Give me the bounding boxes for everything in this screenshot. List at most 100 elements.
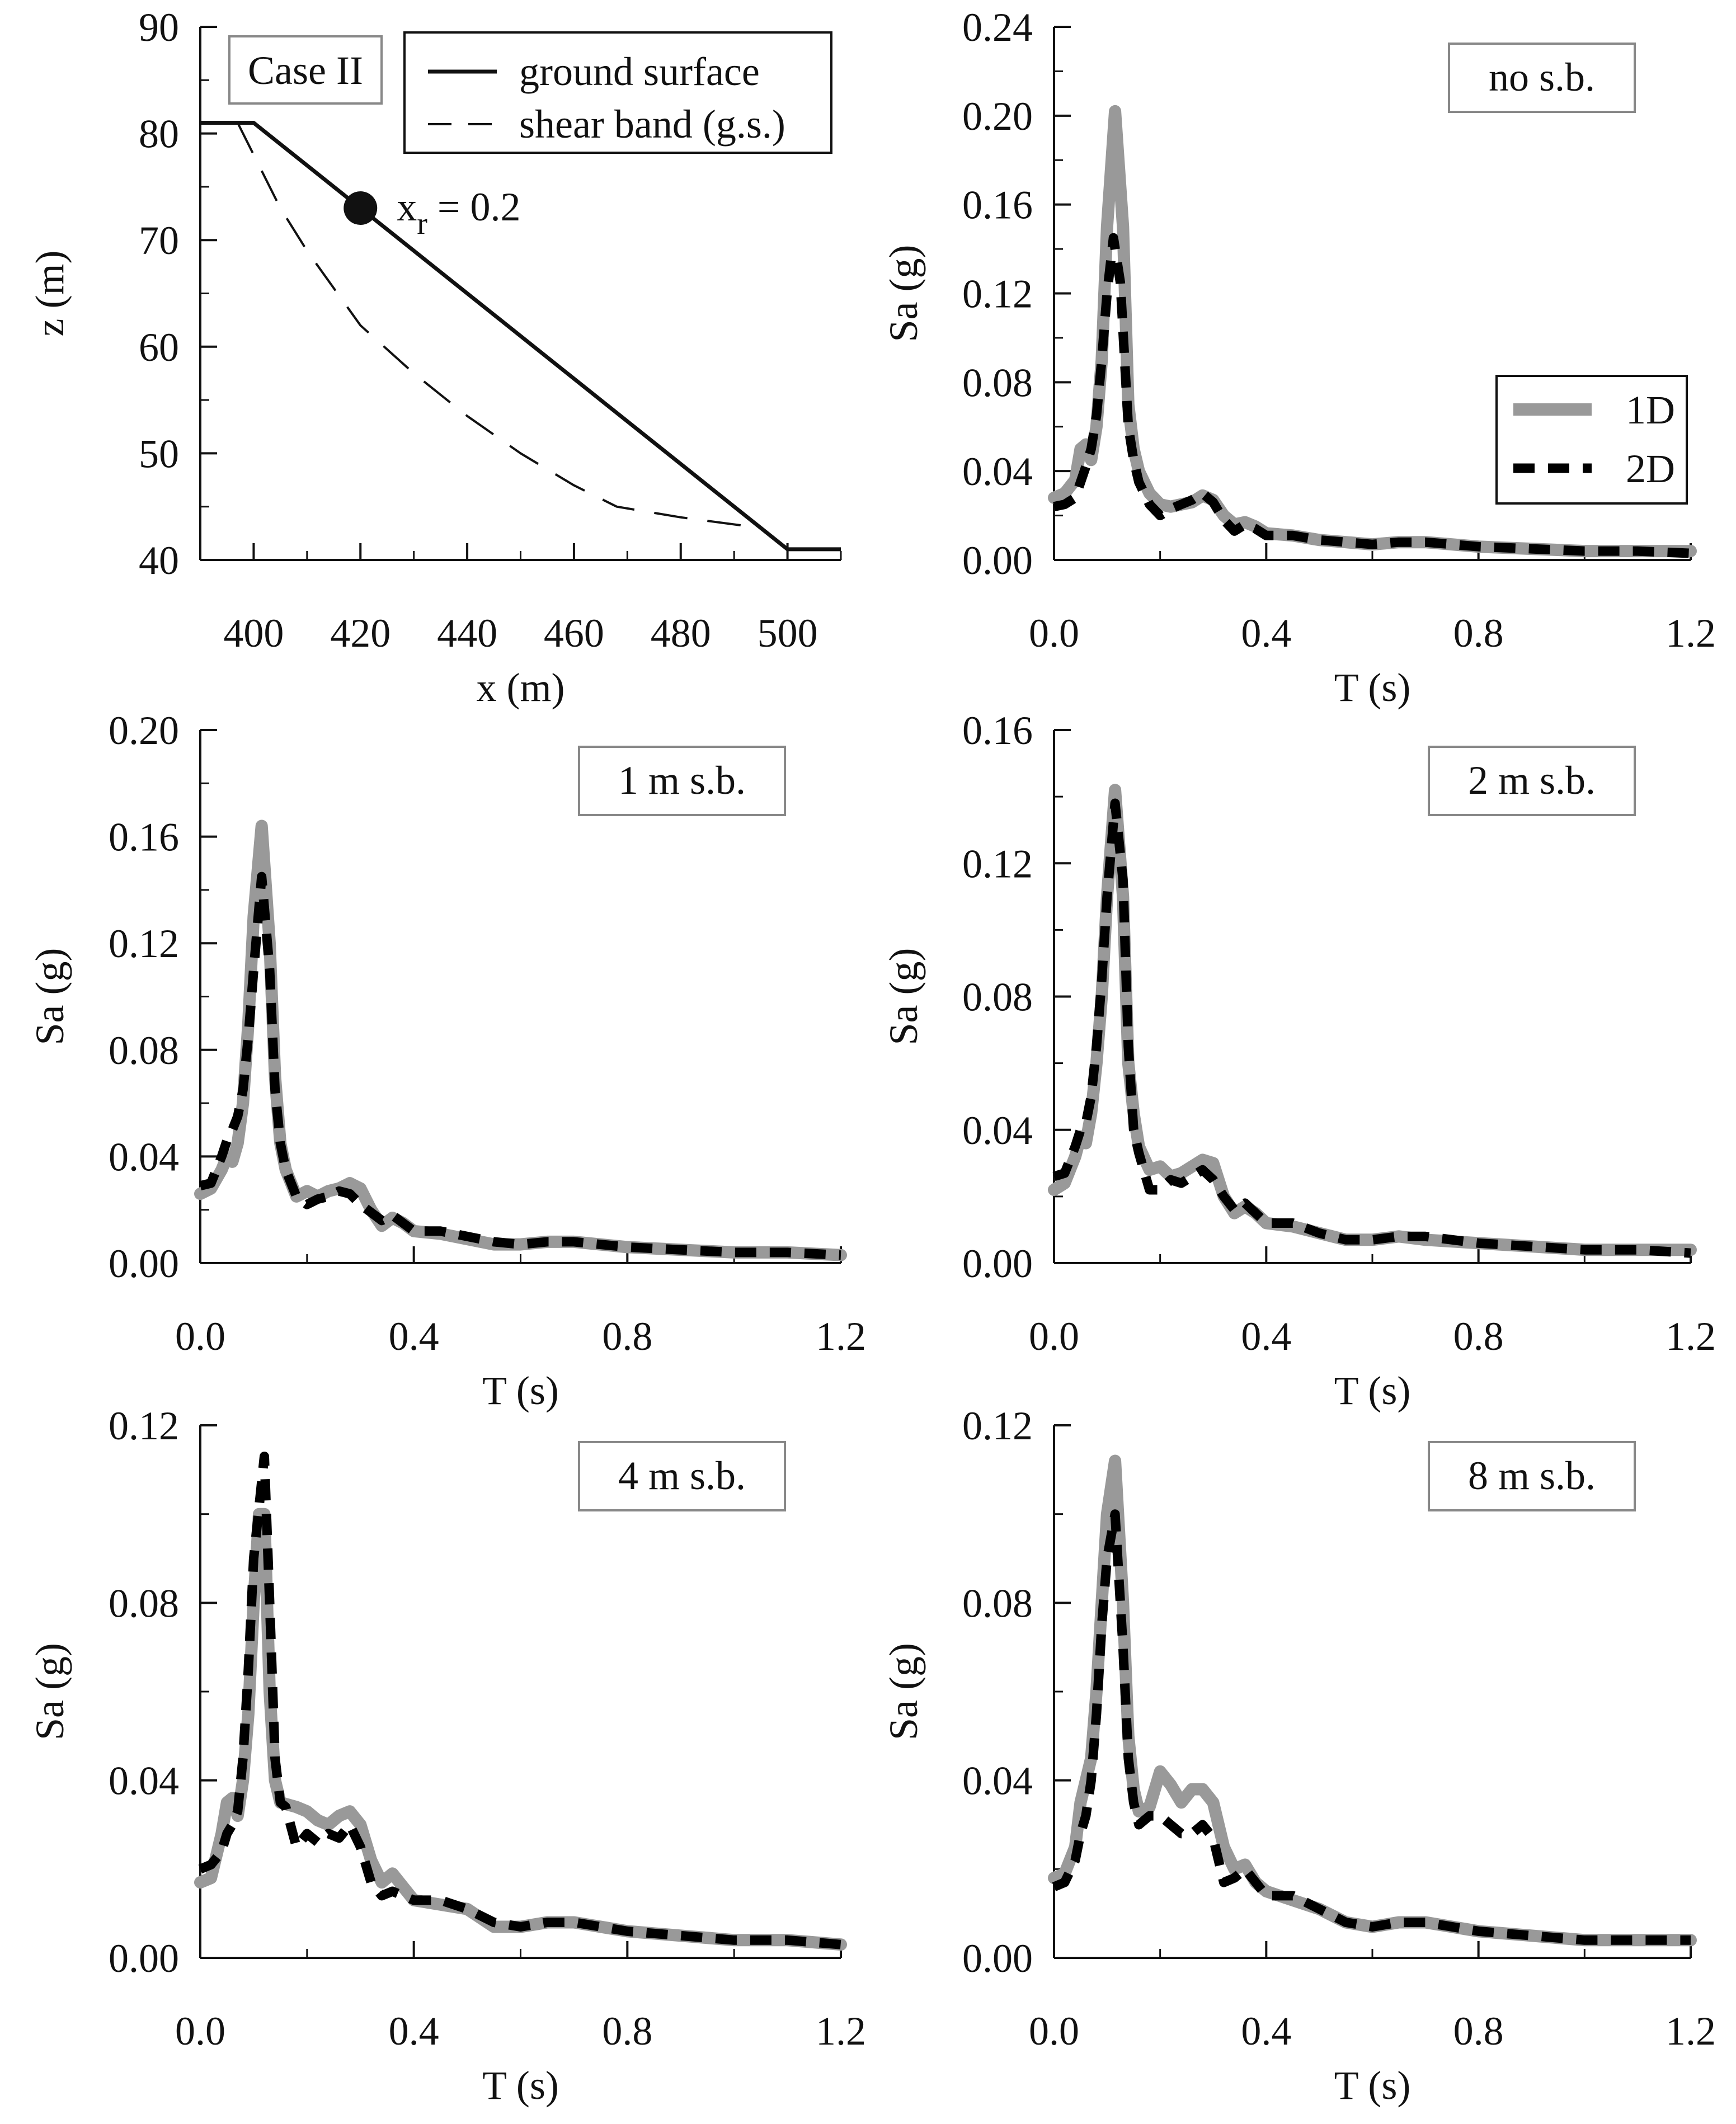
- x-tick-label: 0.4: [389, 2009, 439, 2054]
- y-axis-title: Sa (g): [881, 1643, 926, 1740]
- x-axis-title: T (s): [1334, 1368, 1411, 1413]
- y-tick-label: 0.00: [109, 1241, 179, 1286]
- y-tick-label: 0.04: [109, 1759, 179, 1803]
- y-axis-title: z (m): [27, 251, 72, 337]
- y-tick-label: 80: [139, 112, 179, 157]
- case-label-box: 4 m s.b.: [578, 1441, 786, 1511]
- case-label-box: 2 m s.b.: [1428, 746, 1636, 816]
- ground-surface-line: [200, 121, 841, 552]
- case-label-frame: [1428, 746, 1636, 816]
- series-2d-line: [1052, 798, 1691, 1258]
- legend-label-2d: 2D: [1626, 446, 1675, 491]
- x-tick-label: 0.4: [389, 1314, 439, 1359]
- case-label: 2 m s.b.: [1468, 758, 1596, 803]
- x-tick-label: 0.4: [1241, 611, 1291, 656]
- case-label: 4 m s.b.: [618, 1453, 746, 1498]
- case-label: 1 m s.b.: [618, 758, 746, 803]
- y-tick-label: 0.12: [109, 1404, 179, 1448]
- receiver-label: xr = 0.2: [397, 185, 520, 241]
- y-tick-label: 70: [139, 218, 179, 263]
- y-axis-title: Sa (g): [27, 1643, 72, 1740]
- x-tick-label: 1.2: [1666, 611, 1716, 656]
- legend-label-ground-surface: ground surface: [519, 49, 760, 94]
- x-tick-label: 460: [544, 611, 604, 656]
- y-tick-label: 0.00: [962, 1936, 1033, 1981]
- case-label-box: 1 m s.b.: [578, 746, 786, 816]
- x-axis-title: x (m): [477, 665, 565, 710]
- x-axis-title: T (s): [482, 2063, 559, 2108]
- case-label-frame: [228, 35, 383, 105]
- panel-geometry: 40 50 60 70 80 90 400 420 440 460 480 500 x (m) z (m)…: [27, 5, 842, 710]
- y-tick-label: 0.20: [109, 708, 179, 753]
- x-tick-label: 480: [651, 611, 711, 656]
- y-tick-label: 0.00: [962, 538, 1033, 583]
- y-tick-label: 0.04: [962, 1108, 1033, 1153]
- legend-frame: [403, 31, 832, 154]
- x-tick-label: 0.0: [1029, 2009, 1079, 2054]
- case-label-box: Case II: [228, 35, 383, 105]
- y-tick-label: 0.08: [962, 1581, 1033, 1626]
- shear-band-line: [237, 122, 788, 550]
- y-tick-label: 0.04: [962, 449, 1033, 494]
- y-axis-title: Sa (g): [27, 948, 72, 1045]
- y-axis-title: Sa (g): [881, 948, 926, 1045]
- x-axis-title: T (s): [482, 1368, 559, 1413]
- y-tick-label: 0.08: [962, 975, 1033, 1020]
- receiver-marker: [344, 191, 378, 225]
- y-tick-label: 0.16: [109, 815, 179, 860]
- case-label-frame: [1448, 43, 1636, 113]
- case-label-box: 8 m s.b.: [1428, 1441, 1636, 1511]
- y-tick-label: 0.16: [962, 708, 1033, 753]
- case-label: 8 m s.b.: [1468, 1453, 1596, 1498]
- x-tick-label: 500: [758, 611, 818, 656]
- y-tick-label: 0.00: [962, 1241, 1033, 1286]
- panel-2m-sb: 0.00 0.04 0.08 0.12 0.16 0.0 0.4 0.8 1.2 T (s) Sa …: [881, 708, 1716, 1413]
- y-axis-title: Sa (g): [881, 245, 926, 342]
- case-label: Case II: [248, 48, 363, 93]
- x-tick-label: 0.4: [1241, 1314, 1291, 1359]
- x-tick-label: 0.8: [1453, 2009, 1504, 2054]
- x-tick-label: 0.0: [1029, 611, 1079, 656]
- geometry-legend: ground surface shear band (g.s.): [403, 31, 832, 154]
- x-tick-label: 0.4: [1241, 2009, 1291, 2054]
- x-tick-label: 0.0: [175, 1314, 225, 1359]
- case-label-frame: [1428, 1441, 1636, 1511]
- series-2d-line: [1053, 233, 1691, 558]
- y-tick-label: 0.24: [962, 5, 1033, 50]
- case-label-frame: [578, 746, 786, 816]
- panel-8m-sb: 0.00 0.04 0.08 0.12 0.0 0.4 0.8 1.2 T (s) Sa (g) 8…: [881, 1404, 1716, 2108]
- y-tick-label: 0.16: [962, 183, 1033, 228]
- panel-4m-sb: 0.00 0.04 0.08 0.12 0.0 0.4 0.8 1.2 T (s) Sa (g) 4…: [27, 1404, 866, 2108]
- x-tick-label: 1.2: [1666, 2009, 1716, 2054]
- x-axis-title: T (s): [1334, 2063, 1411, 2108]
- y-tick-label: 0.08: [109, 1028, 179, 1073]
- series-1d-line: [1048, 1454, 1697, 1947]
- receiver-label-value: = 0.2: [427, 185, 521, 229]
- x-tick-label: 0.0: [1029, 1314, 1079, 1359]
- series-2d-line: [198, 1452, 841, 1949]
- y-tick-label: 0.00: [109, 1936, 179, 1981]
- x-tick-label: 1.2: [816, 1314, 866, 1359]
- x-tick-label: 440: [437, 611, 497, 656]
- x-axis-title: T (s): [1334, 665, 1411, 710]
- x-tick-label: 0.8: [1453, 1314, 1504, 1359]
- x-tick-label: 0.8: [602, 1314, 652, 1359]
- series-2d-line: [199, 872, 841, 1260]
- case-label: no s.b.: [1489, 55, 1595, 100]
- x-tick-label: 0.8: [1453, 611, 1504, 656]
- panel-no-sb: 0.00 0.04 0.08 0.12 0.16 0.20 0.24 0.0 0.4 0.8 1.2…: [881, 5, 1716, 710]
- receiver-label-x: x: [397, 185, 417, 229]
- series-1d-line: [1048, 784, 1697, 1256]
- y-tick-label: 0.20: [962, 94, 1033, 139]
- y-tick-label: 0.12: [962, 841, 1033, 886]
- y-tick-label: 0.04: [962, 1759, 1033, 1803]
- y-tick-label: 0.12: [109, 921, 179, 966]
- legend-label-shear-band: shear band (g.s.): [519, 102, 785, 147]
- case-label-frame: [578, 1441, 786, 1511]
- x-tick-label: 0.8: [602, 2009, 652, 2054]
- y-tick-label: 40: [139, 538, 179, 583]
- y-tick-label: 0.04: [109, 1134, 179, 1179]
- series-1d-line: [194, 1508, 847, 1951]
- series-2d-line: [1052, 1509, 1691, 1945]
